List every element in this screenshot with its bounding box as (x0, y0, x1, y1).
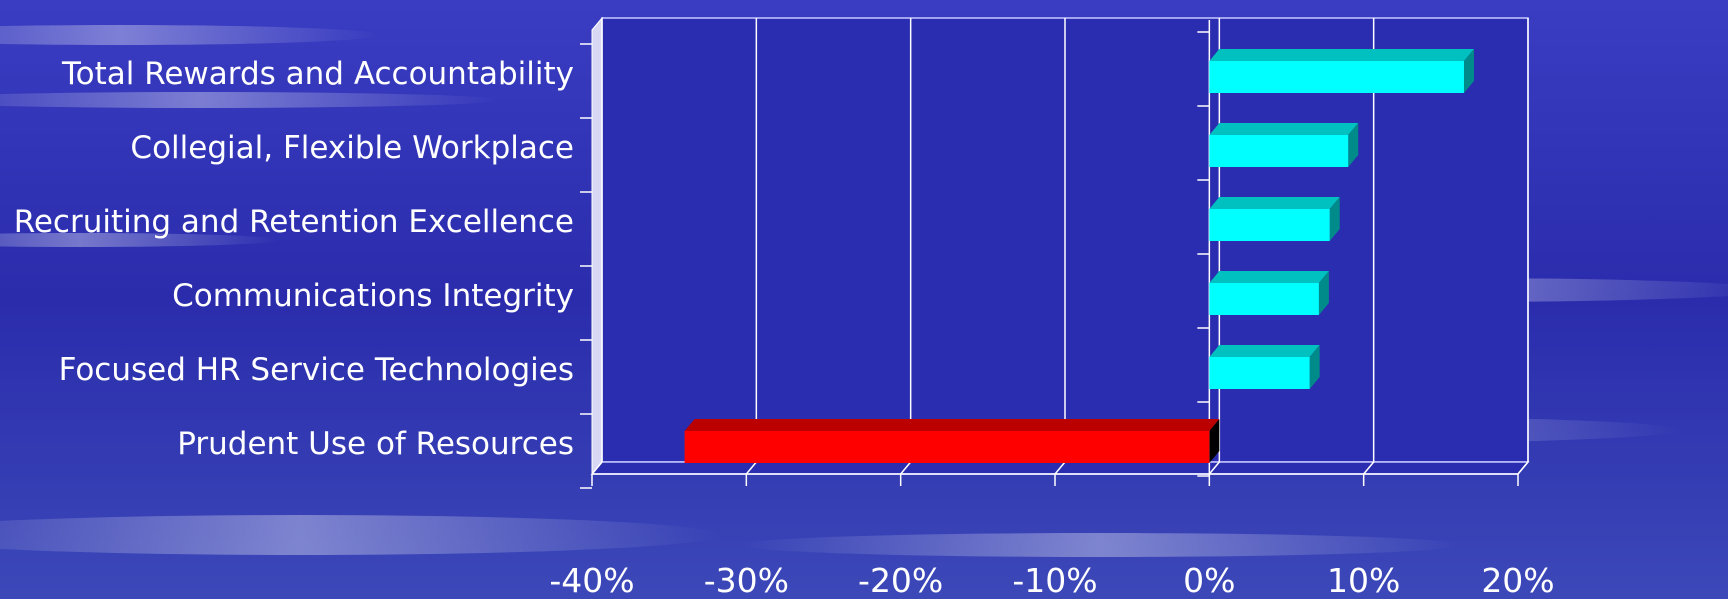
category-label: Focused HR Service Technologies (59, 352, 574, 388)
bar-0 (1209, 61, 1464, 93)
x-tick-label: -10% (1012, 561, 1097, 599)
bar-side-face (1348, 123, 1359, 167)
bar-3 (1209, 283, 1319, 315)
x-tick-label: 20% (1481, 561, 1554, 599)
bar-5 (684, 431, 1210, 463)
gridline-floor (1054, 461, 1066, 475)
plot-side-wall (591, 16, 603, 476)
category-label: Collegial, Flexible Workplace (130, 130, 574, 166)
bar-side-face (1329, 197, 1340, 241)
category-label: Recruiting and Retention Excellence (14, 204, 574, 240)
gridline-floor (591, 461, 603, 475)
bar-side-face (1463, 49, 1474, 93)
gridline-floor (1363, 461, 1375, 475)
bar-top-face (684, 419, 1220, 431)
bar-top-face (1209, 271, 1329, 283)
x-tick-label: -30% (704, 561, 789, 599)
bar-top-face (1209, 345, 1320, 357)
x-tick-label: -40% (549, 561, 634, 599)
gridline-floor (1208, 461, 1220, 475)
gridline-floor (1517, 461, 1529, 475)
category-label: Total Rewards and Accountability (61, 56, 574, 92)
bar-top-face (1209, 49, 1474, 61)
bar-top-face (1209, 197, 1340, 209)
category-label: Prudent Use of Resources (177, 426, 574, 462)
x-tick-label: -20% (858, 561, 943, 599)
gridline-floor (745, 461, 757, 475)
bar-side-face (1209, 419, 1220, 463)
bar-1 (1209, 135, 1349, 167)
bar-4 (1209, 357, 1310, 389)
gridline-floor (900, 461, 912, 475)
bar-side-face (1309, 345, 1320, 389)
bar-2 (1209, 209, 1330, 241)
bar-side-face (1318, 271, 1329, 315)
bar-top-face (1209, 123, 1359, 135)
x-tick-label: 10% (1327, 561, 1400, 599)
x-tick-label: 0% (1183, 561, 1235, 599)
category-label: Communications Integrity (172, 278, 574, 314)
